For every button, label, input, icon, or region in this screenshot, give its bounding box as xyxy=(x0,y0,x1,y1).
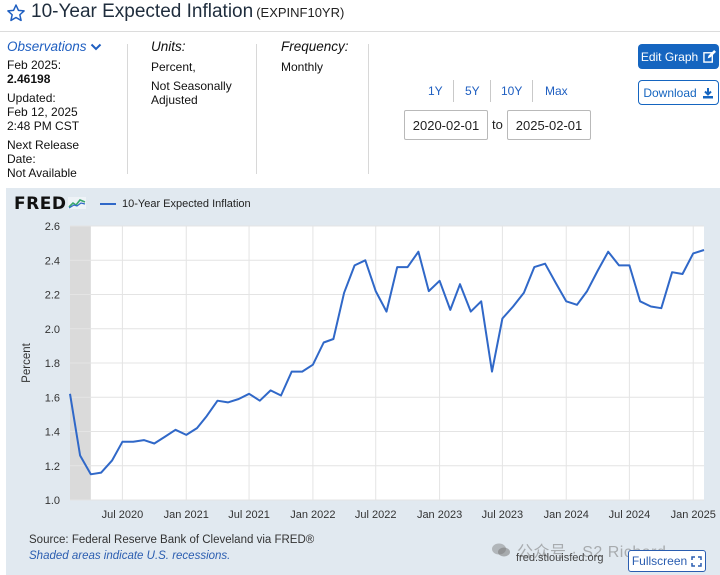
x-tick-label: Jul 2024 xyxy=(609,509,651,521)
fred-url[interactable]: fred.stlouisfed.org xyxy=(516,552,604,564)
star-icon[interactable] xyxy=(6,3,26,23)
range-max-button[interactable]: Max xyxy=(545,84,568,98)
fred-logo-text: FRED xyxy=(14,194,67,214)
x-tick-label: Jul 2020 xyxy=(102,509,144,521)
observations-heading: Observations xyxy=(7,39,87,54)
y-tick-label: 1.8 xyxy=(45,358,60,370)
x-tick-label: Jul 2021 xyxy=(228,509,270,521)
page-title: 10-Year Expected Inflation (EXPINF10YR) xyxy=(31,1,344,23)
range-to-label: to xyxy=(492,117,503,132)
chevron-down-icon xyxy=(90,43,101,51)
fullscreen-button[interactable]: Fullscreen xyxy=(628,550,706,572)
units-line-1: Percent, xyxy=(151,60,196,74)
download-button[interactable]: Download xyxy=(638,80,719,105)
y-tick-label: 1.4 xyxy=(45,427,60,439)
units-line-2: Not Seasonally xyxy=(151,79,232,93)
updated-date: Feb 12, 2025 xyxy=(7,105,78,119)
range-10y-button[interactable]: 10Y xyxy=(501,84,523,98)
end-date-input[interactable]: 2025-02-01 xyxy=(507,110,591,140)
chart-panel: 1.0 1.2 1.4 1.6 1.8 2.0 2.2 2.4 2.6 Jul 2020 Jan 2… xyxy=(6,188,720,575)
fullscreen-label: Fullscreen xyxy=(631,554,688,568)
fred-logo: FRED xyxy=(14,194,87,214)
x-tick-label: Jan 2021 xyxy=(164,509,209,521)
range-1y-button[interactable]: 1Y xyxy=(428,84,443,98)
next-release-value: Not Available xyxy=(7,166,77,180)
y-tick-label: 2.6 xyxy=(45,221,60,233)
x-tick-label: Jul 2022 xyxy=(355,509,397,521)
legend-swatch xyxy=(100,203,116,205)
observation-value: 2.46198 xyxy=(7,72,51,86)
y-tick-label: 2.0 xyxy=(45,324,60,336)
frequency-value: Monthly xyxy=(281,60,324,74)
range-separator xyxy=(490,80,491,102)
observations-dropdown[interactable]: Observations xyxy=(7,40,102,54)
y-tick-label: 1.6 xyxy=(45,392,60,404)
next-release-label-1: Next Release xyxy=(7,138,80,152)
series-title: 10-Year Expected Inflation xyxy=(31,1,254,22)
updated-label: Updated: xyxy=(7,91,56,105)
start-date-input[interactable]: 2020-02-01 xyxy=(404,110,488,140)
units-line-3: Adjusted xyxy=(151,93,198,107)
y-tick-label: 2.2 xyxy=(45,290,60,302)
edit-graph-button[interactable]: Edit Graph xyxy=(638,44,719,69)
download-label: Download xyxy=(643,85,697,100)
observation-period: Feb 2025: xyxy=(7,58,62,72)
x-tick-label: Jan 2023 xyxy=(417,509,462,521)
units-label: Units: xyxy=(151,39,186,54)
series-line xyxy=(69,249,705,476)
edit-graph-label: Edit Graph xyxy=(640,49,699,64)
y-tick-label: 2.4 xyxy=(45,255,60,267)
divider xyxy=(256,44,257,174)
series-id: (EXPINF10YR) xyxy=(256,5,345,20)
next-release-label-2: Date: xyxy=(7,152,36,166)
frequency-label: Frequency: xyxy=(281,39,349,54)
y-tick-label: 1.2 xyxy=(45,461,60,473)
range-separator xyxy=(453,80,454,102)
frequency-panel: Frequency: Monthly xyxy=(281,39,349,75)
x-tick-label: Jul 2023 xyxy=(482,509,524,521)
fullscreen-icon xyxy=(691,555,702,567)
range-5y-button[interactable]: 5Y xyxy=(465,84,480,98)
download-icon xyxy=(702,87,713,98)
recession-note: Shaded areas indicate U.S. recessions. xyxy=(29,550,231,562)
units-panel: Units: Percent, Not Seasonally Adjusted xyxy=(151,39,232,108)
y-axis-label: Percent xyxy=(21,342,33,382)
chart-source: Source: Federal Reserve Bank of Clevelan… xyxy=(29,534,315,546)
x-tick-label: Jan 2022 xyxy=(290,509,335,521)
observations-panel: Observations Feb 2025: 2.46198 Updated: … xyxy=(7,40,102,180)
edit-icon xyxy=(703,50,717,63)
range-separator xyxy=(532,80,533,102)
wechat-icon xyxy=(492,543,510,557)
divider xyxy=(127,44,128,174)
divider xyxy=(368,44,369,174)
x-tick-label: Jan 2025 xyxy=(671,509,716,521)
page-header: 10-Year Expected Inflation (EXPINF10YR) xyxy=(0,0,720,32)
x-tick-label: Jan 2024 xyxy=(544,509,589,521)
legend-label: 10-Year Expected Inflation xyxy=(122,198,251,210)
chart-legend: 10-Year Expected Inflation xyxy=(100,198,251,210)
updated-time: 2:48 PM CST xyxy=(7,119,80,133)
chart-svg[interactable]: 1.0 1.2 1.4 1.6 1.8 2.0 2.2 2.4 2.6 Jul 2020 Jan 2… xyxy=(6,188,720,575)
fred-logo-chart-icon xyxy=(68,197,87,209)
y-tick-label: 1.0 xyxy=(45,495,60,507)
